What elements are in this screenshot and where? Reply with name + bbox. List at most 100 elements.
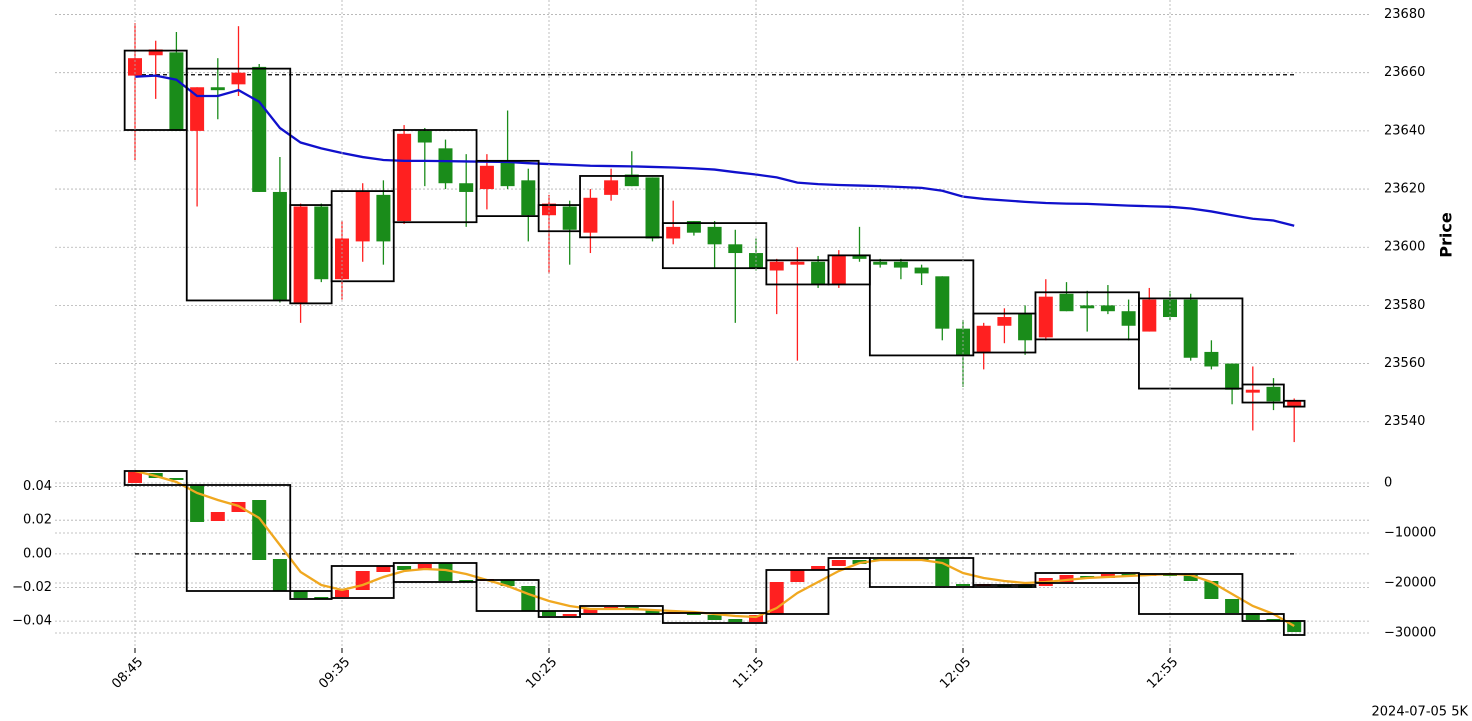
range-box [972, 584, 1037, 588]
candle-body [355, 191, 370, 242]
x-tick-label: 08:45 [109, 655, 146, 692]
candle-body [707, 615, 722, 620]
candle-body [397, 133, 412, 222]
y-tick-label: 23560 [1384, 356, 1425, 371]
range-box [661, 612, 768, 624]
candle-body [728, 619, 743, 622]
range-box [1138, 297, 1244, 390]
candle-body [1245, 389, 1260, 393]
candle-body [769, 261, 784, 271]
y-tick-label: 0.02 [23, 513, 52, 528]
candle-body [521, 586, 536, 611]
candle-body [459, 183, 474, 192]
candle-body [128, 472, 142, 483]
y-tick-label: −0.02 [12, 580, 52, 595]
candle-body [728, 244, 743, 254]
candle-body [562, 614, 577, 616]
candle-body [335, 238, 349, 280]
x-tick-label: 11:15 [730, 655, 767, 692]
candle-body [397, 566, 412, 570]
candle-body [997, 317, 1012, 326]
range-box [1282, 620, 1306, 636]
candle-body [1059, 575, 1074, 582]
candle-body [210, 512, 225, 521]
candle-body [479, 165, 494, 190]
y-tick-label: 23680 [1384, 7, 1425, 22]
candle-body [1245, 613, 1260, 620]
y-tick-label: 0.00 [23, 546, 52, 561]
candle-body [1018, 314, 1033, 341]
y-tick-label: 0.04 [23, 479, 52, 494]
y-tick-label: −0.04 [12, 614, 52, 629]
range-box [475, 159, 540, 218]
candle-body [252, 500, 267, 560]
x-tick-label: 09:35 [316, 655, 353, 692]
candle-body [500, 580, 515, 586]
y-tick-label: 23620 [1384, 182, 1425, 197]
line-series [134, 469, 1295, 627]
candle-body [459, 580, 474, 582]
range-box [185, 484, 292, 592]
range-box [1138, 573, 1244, 615]
x-tick-label: 12:05 [937, 655, 974, 692]
candle-body [873, 261, 888, 265]
y-tick-label: 23540 [1384, 414, 1425, 429]
candle-body [686, 221, 701, 233]
candle-body [831, 255, 846, 286]
range-box [579, 175, 664, 239]
candle-body [583, 197, 598, 233]
candle-body [293, 206, 308, 303]
range-box [579, 605, 664, 615]
candle-body [417, 130, 432, 143]
range-box [1241, 613, 1285, 622]
y-tick-label: 0 [1384, 476, 1392, 491]
candle-body [645, 177, 660, 239]
candle-body [148, 49, 163, 56]
candle-body [604, 180, 619, 195]
candle-body [976, 325, 991, 352]
range-box [765, 569, 830, 615]
candle-body [852, 255, 867, 259]
candle-body [624, 174, 639, 187]
candle-body [707, 226, 722, 245]
candle-body [314, 597, 329, 599]
caption: 2024-07-05 5K [1372, 705, 1469, 720]
candle-body [521, 180, 536, 216]
candle-body [376, 566, 391, 572]
candle-body [1204, 351, 1219, 367]
candle-body [272, 559, 287, 591]
candle-body [831, 560, 846, 566]
candle-body [1121, 311, 1136, 326]
candle-body [128, 58, 142, 76]
candle-body [210, 87, 225, 91]
range-box [392, 562, 478, 583]
candle-body [1059, 293, 1074, 312]
candle-body [438, 563, 453, 581]
candle-body [790, 261, 805, 265]
candle-body [438, 148, 453, 184]
candle-body [583, 609, 598, 613]
candle-body [1183, 299, 1198, 358]
y-tick-label: −30000 [1384, 626, 1436, 641]
candle-body [666, 226, 681, 239]
x-tick-label: 10:25 [523, 655, 560, 692]
candle-body [749, 615, 763, 622]
candle-body [1287, 401, 1302, 408]
candle-body [169, 478, 184, 480]
candle-body [1080, 305, 1095, 309]
range-box [1282, 399, 1306, 408]
y-tick-label: 23600 [1384, 240, 1425, 255]
range-box [868, 557, 975, 588]
y-tick-label: 23640 [1384, 123, 1425, 138]
range-box [1241, 383, 1285, 404]
candle-body [231, 72, 246, 85]
candle-body [1266, 619, 1281, 621]
y-tick-label: 23660 [1384, 65, 1425, 80]
candle-body [252, 66, 267, 192]
candle-body [1204, 581, 1219, 599]
candle-body [1225, 599, 1240, 613]
range-box [661, 222, 768, 270]
candle-body [645, 610, 660, 614]
